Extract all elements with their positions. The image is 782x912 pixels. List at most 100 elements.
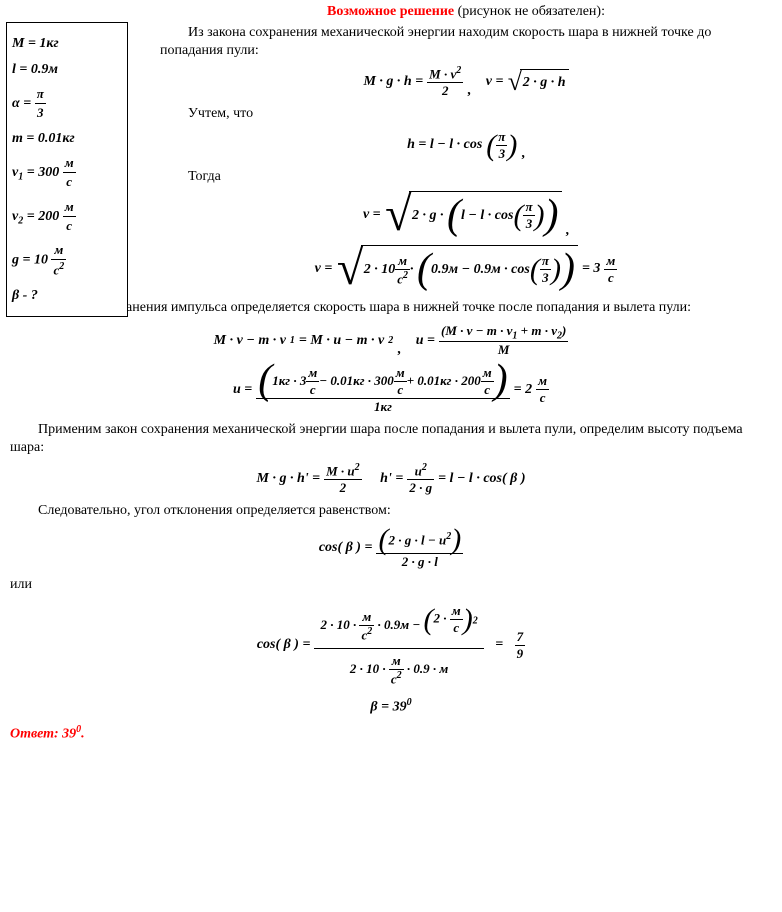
given-beta: β - ? [12, 286, 122, 306]
e1-sup: 2 [456, 65, 461, 76]
s: 2 [422, 462, 427, 473]
frac-den: 3 [540, 270, 551, 286]
frac-den: с [604, 270, 617, 286]
ns: 2 [473, 616, 478, 627]
un: м [359, 609, 374, 626]
ud: с [450, 620, 463, 636]
frac-den: 3 [35, 104, 46, 122]
frac-num: π [523, 199, 534, 216]
frac-num: м [395, 253, 410, 270]
u-d: с [536, 390, 549, 406]
eq-2: h = l − l · cos π3 , [160, 129, 772, 162]
eq-5: M · v − m · v1 = M · u − m · v2 , u = (M… [10, 323, 772, 359]
us: 2 [367, 626, 372, 637]
n-a: (M · v − m · v [441, 323, 512, 338]
e1-num: M · v [429, 66, 456, 81]
u-d: с [306, 382, 319, 398]
title-red: Возможное решение [327, 4, 454, 19]
frac-den: 3 [523, 216, 534, 232]
eq-4: v = √ 2 · 10 мс2 · 0.9м − 0.9м · cos π3 … [160, 245, 772, 293]
frac-den: 2 · g · l [376, 554, 463, 570]
frac-den: 1кг [256, 399, 509, 415]
s: 2 [446, 531, 451, 542]
frac-den: с [63, 217, 76, 235]
frac-num: M · v2 [427, 65, 463, 83]
e5a-s2: 2 [388, 335, 393, 346]
g-den-sup: 2 [59, 261, 64, 272]
e9-l: cos( β ) = [257, 637, 311, 653]
given-alpha-lhs: α = [12, 96, 31, 111]
answer: Ответ: 390. [10, 724, 772, 743]
db: · 0.9 · м [407, 661, 448, 676]
frac-num: π [496, 129, 507, 146]
e7b-l: h' = [380, 471, 403, 487]
answer-label: Ответ: 39 [10, 726, 76, 741]
frac-num: 1кг · 3 мс − 0.01кг · 300 мс + 0.01кг · … [256, 364, 509, 399]
e4-b: 0.9м − 0.9м · cos [431, 262, 530, 278]
n-c: ) [562, 323, 566, 338]
n-a: 1кг · 3 [272, 373, 306, 389]
u-n: м [394, 365, 407, 382]
n: u [415, 463, 422, 478]
frac-num: 2 · 10 · мс2 · 0.9м − 2 · мс2 [314, 599, 483, 648]
v1-eq: = 300 [23, 165, 62, 180]
eq-9: cos( β ) = 2 · 10 · мс2 · 0.9м − 2 · мс2… [10, 599, 772, 691]
e3-b: l − l · cos [461, 208, 513, 224]
frac-den: 2 · g [407, 480, 434, 496]
frac-den: с2 [395, 270, 410, 287]
u-sup: 2 [403, 270, 408, 281]
un: м [450, 603, 463, 620]
frac-den: 3 [496, 146, 507, 162]
given-v1: v1 = 300 мс [12, 154, 122, 191]
title: Возможное решение (рисунок не обязателен… [160, 4, 772, 20]
e5a-s1: 1 [290, 335, 295, 346]
u-n: м [306, 365, 319, 382]
para-6: Следовательно, угол отклонения определяе… [10, 502, 772, 520]
frac-den: 2 [427, 83, 463, 99]
n-c: + 0.01кг · 200 [407, 373, 481, 389]
e4-l: v = [315, 261, 333, 277]
e4-res: = 3 [582, 261, 600, 277]
frac-num: u2 [407, 462, 434, 480]
given-l: l = 0.9м [12, 60, 122, 80]
eq-sign: = [495, 637, 503, 653]
frac-den: с2 [51, 260, 66, 280]
para-2: Учтем, что [160, 105, 772, 123]
e1-sqrt: 2 · g · h [520, 69, 569, 95]
un: м [389, 653, 404, 670]
e4-a: 2 · 10 [364, 262, 396, 278]
frac-num: м [51, 241, 66, 260]
n: 2 · g · l − u [388, 532, 446, 547]
eq-8: cos( β ) = 2 · g · l − u2 2 · g · l [10, 526, 772, 570]
e3-a: 2 · g · [412, 208, 444, 224]
u-d: с [394, 382, 407, 398]
given-g: g = 10 мс2 [12, 241, 122, 280]
na: 2 · 10 · [320, 617, 356, 632]
n: M · u [326, 463, 355, 478]
e7-l: M · g · h' = [257, 471, 321, 487]
frac-den: с [63, 173, 76, 191]
given-alpha: α = π3 [12, 85, 122, 122]
answer-dot: . [81, 726, 85, 741]
da: 2 · 10 · [350, 661, 386, 676]
nb: · 0.9м − [377, 617, 420, 632]
e6-res: = 2 [514, 382, 532, 398]
rn: 7 [515, 629, 526, 646]
frac-num: π [540, 253, 551, 270]
e3-l: v = [363, 207, 381, 223]
para-3: Тогда [160, 168, 772, 186]
frac-num: M · u2 [324, 462, 362, 480]
nc: 2 · [434, 611, 450, 626]
ud: с2 [389, 670, 404, 687]
para-1: Из закона сохранения механической энерги… [160, 24, 772, 59]
ud: с2 [359, 626, 374, 643]
n-b: + m · v [517, 323, 557, 338]
s: 2 [355, 462, 360, 473]
n-b: − 0.01кг · 300 [319, 373, 394, 389]
frac-num: π [35, 85, 46, 104]
frac-num: м [604, 253, 617, 270]
given-M: M = 1кг [12, 34, 122, 54]
content-top: Из закона сохранения механической энерги… [160, 24, 772, 293]
given-m: m = 0.01кг [12, 129, 122, 149]
e5a-mid: = M · u − m · v [299, 333, 384, 349]
